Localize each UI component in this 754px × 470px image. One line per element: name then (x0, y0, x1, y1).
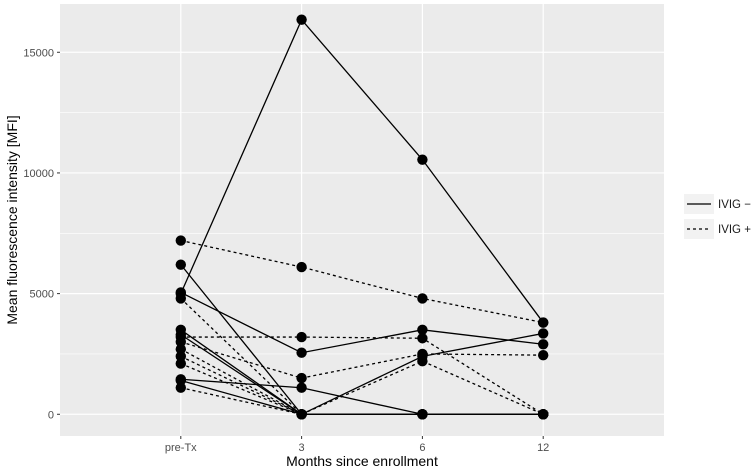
x-tick-label: 6 (419, 442, 425, 454)
x-axis-label: Months since enrollment (286, 453, 438, 469)
data-point-4-3 (538, 328, 549, 339)
series-line-4 (180, 332, 544, 416)
data-point-10-2 (417, 348, 428, 360)
data-point-2-1 (296, 347, 307, 358)
data-point-6-0 (175, 375, 186, 386)
data-point-12-0 (175, 351, 186, 362)
legend-label-ivig-plus: IVIG + (718, 224, 751, 236)
data-point-14-1 (296, 409, 307, 420)
data-point-5-1 (296, 382, 307, 393)
y-tick-label: 10000 (23, 168, 54, 180)
series-points (175, 14, 549, 420)
y-tick-label: 5000 (30, 289, 54, 301)
data-point-14-2 (417, 409, 428, 420)
series-line-0 (180, 18, 544, 323)
data-point-14-0 (175, 382, 186, 393)
data-point-0-1 (296, 14, 307, 25)
series-line-13 (180, 363, 544, 415)
data-point-13-0 (175, 358, 186, 369)
x-tick-label: pre-Tx (165, 442, 197, 454)
x-tick-label: 12 (537, 442, 549, 454)
data-point-8-2 (417, 355, 428, 367)
data-point-9-1 (296, 331, 307, 343)
data-point-1-0 (175, 259, 186, 270)
series-line-12 (180, 355, 544, 415)
data-point-8-0 (175, 293, 186, 304)
legend: IVIG − IVIG + (684, 194, 751, 239)
legend-label-ivig-minus: IVIG − (718, 199, 751, 211)
plot-panel (60, 4, 664, 436)
data-point-10-1 (296, 372, 307, 384)
data-point-7-2 (417, 293, 428, 304)
data-point-10-3 (538, 349, 549, 361)
data-point-11-0 (175, 343, 186, 355)
series-line-2 (180, 291, 544, 354)
data-point-14-3 (538, 409, 549, 420)
series-line-10 (180, 341, 544, 379)
data-point-7-1 (296, 261, 307, 273)
data-point-7-0 (175, 235, 186, 246)
data-point-2-2 (417, 324, 428, 336)
data-point-9-2 (417, 333, 428, 344)
y-tick-label: 0 (48, 409, 54, 421)
axes: 0 5000 10000 15000 pre-Tx 3 6 12 (23, 47, 549, 454)
series-line-7 (180, 239, 544, 324)
series-line-9 (180, 336, 544, 415)
series-line-14 (180, 387, 544, 415)
x-tick-label: 3 (299, 442, 305, 454)
data-point-2-3 (538, 339, 549, 350)
series-lines (180, 18, 544, 416)
y-axis-label: Mean fluorescence intensity [MFI] (4, 115, 20, 324)
data-point-10-0 (175, 336, 186, 348)
y-tick-label: 15000 (23, 47, 54, 59)
data-point-7-3 (538, 317, 549, 328)
data-point-0-2 (417, 154, 428, 165)
